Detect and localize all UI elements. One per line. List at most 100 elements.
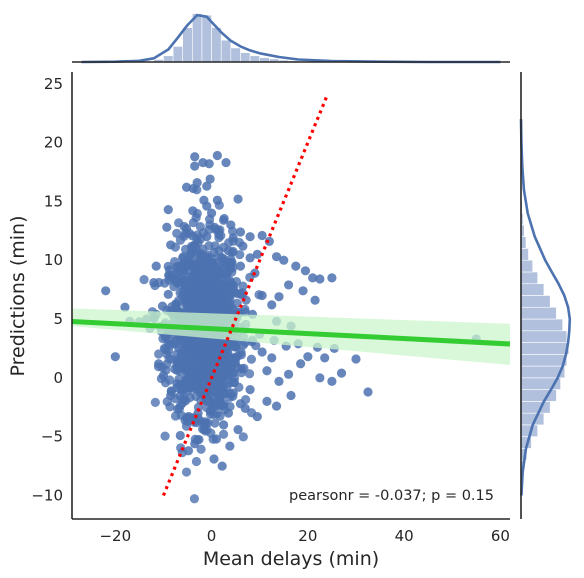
core-cloud-point [228, 368, 238, 378]
scatter-point [315, 274, 325, 284]
core-cloud-point [238, 432, 248, 442]
marginal-x-bar [249, 55, 261, 63]
scatter-point [363, 387, 373, 397]
scatter-point [315, 373, 325, 383]
scatter-point [190, 240, 200, 250]
marginal-y-bar [520, 342, 570, 355]
axes-frame [71, 72, 510, 520]
scatter-point [163, 289, 173, 299]
scatter-point [190, 439, 200, 449]
scatter-point [286, 390, 296, 401]
core-cloud-point [227, 267, 237, 277]
scatter-point [262, 366, 272, 376]
x-tick-label: 0 [207, 527, 217, 545]
scatter-point [151, 261, 161, 271]
scatter-point [175, 430, 185, 441]
x-tick-label: 20 [298, 527, 317, 545]
scatter-point [235, 227, 246, 237]
marginal-x-bar [182, 27, 193, 63]
scatter-point [245, 253, 255, 263]
scatter-point [173, 267, 183, 277]
scatter-point [262, 396, 272, 406]
core-cloud-point [185, 393, 195, 403]
scatter-point [245, 232, 255, 242]
scatter-point [159, 343, 170, 354]
scatter-point [235, 261, 246, 271]
scatter-point [217, 461, 227, 471]
scatter-point [233, 425, 243, 435]
scatter-point [252, 249, 262, 259]
marginal-y-bar [520, 330, 568, 343]
core-cloud-point [177, 398, 188, 408]
scatter-point [235, 399, 246, 409]
scatter-point [190, 161, 200, 171]
regression-confidence-band [72, 308, 510, 365]
scatter-point [205, 174, 215, 184]
scatter-point [283, 280, 294, 290]
scatter-point [252, 412, 262, 422]
core-cloud-point [246, 354, 257, 364]
scatter-point [226, 220, 236, 230]
scatter-point [212, 195, 222, 205]
scatter-point [300, 266, 311, 276]
marginal-y-bar [520, 283, 545, 296]
y-axis-label: Predictions (min) [7, 216, 29, 377]
marginal-y-bar [520, 259, 533, 273]
scatter-point [190, 152, 200, 162]
core-cloud-point [172, 228, 182, 239]
scatter-point [157, 301, 168, 311]
scatter-point [178, 385, 188, 395]
scatter-point [188, 183, 198, 194]
scatter-point [178, 253, 188, 263]
scatter-point [202, 396, 212, 406]
core-cloud-point [180, 283, 190, 293]
scatter-point [221, 157, 231, 168]
core-cloud-point [218, 429, 229, 439]
core-cloud-point [216, 376, 226, 386]
scatter-point [181, 223, 192, 234]
scatter-point [164, 335, 174, 345]
regression-line [72, 319, 510, 347]
core-cloud-point [169, 281, 179, 292]
scatter-point [257, 290, 267, 301]
core-cloud-point [223, 375, 233, 385]
y-tick-label: 20 [44, 134, 63, 152]
marginal-y-bar [520, 248, 529, 261]
core-cloud-point [175, 235, 186, 245]
core-cloud-point [205, 406, 216, 416]
core-cloud-point [203, 284, 213, 294]
core-cloud-point [180, 244, 191, 254]
core-cloud-point [236, 368, 247, 378]
y-tick-label: 15 [44, 192, 63, 210]
scatter-point [182, 416, 193, 426]
core-cloud-point [184, 305, 194, 315]
marginal-x-bar [163, 55, 174, 63]
marginal-y-distribution [519, 72, 572, 519]
core-cloud-point [176, 335, 186, 345]
scatter-point [149, 277, 159, 288]
core-cloud-point [195, 222, 205, 232]
scatter-point [310, 295, 320, 305]
core-cloud-point [174, 218, 184, 228]
core-cloud-point [237, 288, 248, 298]
core-cloud-point [251, 341, 261, 351]
core-cloud-point [191, 456, 202, 467]
scatter-point [233, 194, 243, 204]
core-cloud-point [197, 277, 207, 287]
scatter-point [274, 376, 284, 386]
scatter-point [172, 379, 182, 389]
axis-ticks: −20 0 20 40 60 −10 −5 0 5 10 15 20 25 [31, 75, 510, 545]
core-cloud-point [231, 354, 241, 364]
x-tick-label: 40 [395, 527, 414, 545]
scatter-point [120, 302, 130, 312]
scatter-point [219, 215, 229, 225]
scatter-point [202, 201, 212, 211]
core-cloud-point [200, 258, 211, 268]
scatter-point [291, 261, 301, 271]
y-tick-label: 5 [53, 310, 63, 328]
marginal-y-bar [520, 401, 551, 414]
core-cloud-point [170, 256, 180, 267]
marginal-y-bar [520, 318, 563, 332]
scatter-point [154, 359, 164, 369]
marginal-x-kde [81, 13, 501, 64]
